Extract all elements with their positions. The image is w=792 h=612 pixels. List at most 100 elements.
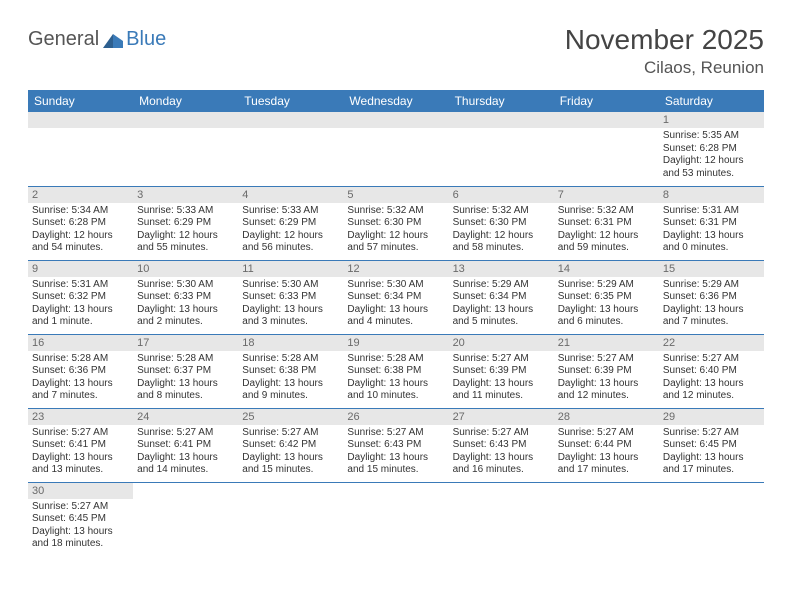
info-line: Sunrise: 5:27 AM: [558, 353, 655, 366]
info-line: Sunset: 6:41 PM: [137, 439, 234, 452]
info-line: Sunset: 6:31 PM: [663, 217, 760, 230]
info-line: Daylight: 13 hours: [32, 452, 129, 465]
info-line: and 17 minutes.: [558, 464, 655, 477]
calendar-cell: 16Sunrise: 5:28 AMSunset: 6:36 PMDayligh…: [28, 334, 133, 408]
info-line: Sunset: 6:44 PM: [558, 439, 655, 452]
calendar-row: 30Sunrise: 5:27 AMSunset: 6:45 PMDayligh…: [28, 482, 764, 556]
day-info: Sunrise: 5:27 AMSunset: 6:43 PMDaylight:…: [449, 425, 554, 477]
info-line: Sunset: 6:39 PM: [453, 365, 550, 378]
info-line: Sunset: 6:33 PM: [242, 291, 339, 304]
calendar-cell: 5Sunrise: 5:32 AMSunset: 6:30 PMDaylight…: [343, 186, 448, 260]
info-line: Sunrise: 5:27 AM: [347, 427, 444, 440]
day-info: Sunrise: 5:27 AMSunset: 6:44 PMDaylight:…: [554, 425, 659, 477]
info-line: and 15 minutes.: [242, 464, 339, 477]
info-line: Sunrise: 5:27 AM: [453, 427, 550, 440]
empty-day-header: [238, 112, 343, 128]
day-info: Sunrise: 5:27 AMSunset: 6:40 PMDaylight:…: [659, 351, 764, 403]
day-info: Sunrise: 5:27 AMSunset: 6:41 PMDaylight:…: [28, 425, 133, 477]
day-number: 6: [449, 187, 554, 203]
empty-day-header: [449, 112, 554, 128]
info-line: Daylight: 12 hours: [347, 230, 444, 243]
info-line: and 13 minutes.: [32, 464, 129, 477]
info-line: Daylight: 13 hours: [137, 378, 234, 391]
day-number: 1: [659, 112, 764, 128]
day-number: 9: [28, 261, 133, 277]
day-number: 7: [554, 187, 659, 203]
info-line: Sunrise: 5:35 AM: [663, 130, 760, 143]
day-info: Sunrise: 5:29 AMSunset: 6:34 PMDaylight:…: [449, 277, 554, 329]
page: General Blue November 2025 Cilaos, Reuni…: [0, 0, 792, 580]
day-info: Sunrise: 5:32 AMSunset: 6:31 PMDaylight:…: [554, 203, 659, 255]
day-number: 3: [133, 187, 238, 203]
calendar-cell: 29Sunrise: 5:27 AMSunset: 6:45 PMDayligh…: [659, 408, 764, 482]
info-line: Sunset: 6:30 PM: [347, 217, 444, 230]
info-line: Sunset: 6:45 PM: [32, 513, 129, 526]
info-line: and 17 minutes.: [663, 464, 760, 477]
calendar-row: 9Sunrise: 5:31 AMSunset: 6:32 PMDaylight…: [28, 260, 764, 334]
day-info: Sunrise: 5:32 AMSunset: 6:30 PMDaylight:…: [449, 203, 554, 255]
info-line: and 59 minutes.: [558, 242, 655, 255]
info-line: Daylight: 13 hours: [558, 304, 655, 317]
day-info: Sunrise: 5:27 AMSunset: 6:45 PMDaylight:…: [659, 425, 764, 477]
info-line: Sunrise: 5:29 AM: [663, 279, 760, 292]
calendar-cell: [238, 112, 343, 186]
info-line: and 4 minutes.: [347, 316, 444, 329]
info-line: Daylight: 13 hours: [453, 378, 550, 391]
calendar-cell: 25Sunrise: 5:27 AMSunset: 6:42 PMDayligh…: [238, 408, 343, 482]
day-number: 19: [343, 335, 448, 351]
empty-day-header: [133, 112, 238, 128]
info-line: and 6 minutes.: [558, 316, 655, 329]
info-line: Sunrise: 5:29 AM: [558, 279, 655, 292]
weekday-header: Wednesday: [343, 90, 448, 112]
day-number: 29: [659, 409, 764, 425]
info-line: and 11 minutes.: [453, 390, 550, 403]
day-number: 23: [28, 409, 133, 425]
info-line: Sunrise: 5:27 AM: [663, 427, 760, 440]
calendar-cell: 15Sunrise: 5:29 AMSunset: 6:36 PMDayligh…: [659, 260, 764, 334]
day-info: Sunrise: 5:29 AMSunset: 6:36 PMDaylight:…: [659, 277, 764, 329]
info-line: and 0 minutes.: [663, 242, 760, 255]
day-number: 10: [133, 261, 238, 277]
calendar-cell: 2Sunrise: 5:34 AMSunset: 6:28 PMDaylight…: [28, 186, 133, 260]
calendar-cell: 17Sunrise: 5:28 AMSunset: 6:37 PMDayligh…: [133, 334, 238, 408]
day-info: Sunrise: 5:33 AMSunset: 6:29 PMDaylight:…: [133, 203, 238, 255]
calendar-cell: 7Sunrise: 5:32 AMSunset: 6:31 PMDaylight…: [554, 186, 659, 260]
weekday-header-row: SundayMondayTuesdayWednesdayThursdayFrid…: [28, 90, 764, 112]
info-line: and 15 minutes.: [347, 464, 444, 477]
info-line: Sunset: 6:28 PM: [663, 143, 760, 156]
info-line: Sunrise: 5:32 AM: [558, 205, 655, 218]
info-line: Daylight: 12 hours: [137, 230, 234, 243]
day-info: Sunrise: 5:30 AMSunset: 6:33 PMDaylight:…: [238, 277, 343, 329]
info-line: and 54 minutes.: [32, 242, 129, 255]
info-line: Daylight: 13 hours: [32, 304, 129, 317]
calendar-cell: 27Sunrise: 5:27 AMSunset: 6:43 PMDayligh…: [449, 408, 554, 482]
day-info: Sunrise: 5:35 AMSunset: 6:28 PMDaylight:…: [659, 128, 764, 180]
calendar-cell: [659, 482, 764, 556]
calendar-cell: 30Sunrise: 5:27 AMSunset: 6:45 PMDayligh…: [28, 482, 133, 556]
day-number: 12: [343, 261, 448, 277]
info-line: Sunset: 6:36 PM: [32, 365, 129, 378]
info-line: Daylight: 12 hours: [453, 230, 550, 243]
day-number: 22: [659, 335, 764, 351]
day-info: Sunrise: 5:27 AMSunset: 6:42 PMDaylight:…: [238, 425, 343, 477]
calendar-cell: [343, 112, 448, 186]
calendar-cell: 13Sunrise: 5:29 AMSunset: 6:34 PMDayligh…: [449, 260, 554, 334]
info-line: Sunrise: 5:27 AM: [453, 353, 550, 366]
day-number: 17: [133, 335, 238, 351]
calendar-cell: 26Sunrise: 5:27 AMSunset: 6:43 PMDayligh…: [343, 408, 448, 482]
info-line: Daylight: 13 hours: [347, 452, 444, 465]
calendar-cell: 19Sunrise: 5:28 AMSunset: 6:38 PMDayligh…: [343, 334, 448, 408]
info-line: Sunset: 6:39 PM: [558, 365, 655, 378]
day-number: 16: [28, 335, 133, 351]
info-line: and 1 minute.: [32, 316, 129, 329]
info-line: Sunset: 6:28 PM: [32, 217, 129, 230]
header: General Blue November 2025 Cilaos, Reuni…: [28, 24, 764, 78]
empty-day-header: [554, 112, 659, 128]
info-line: Sunrise: 5:30 AM: [137, 279, 234, 292]
title-block: November 2025 Cilaos, Reunion: [565, 24, 764, 78]
calendar-cell: 23Sunrise: 5:27 AMSunset: 6:41 PMDayligh…: [28, 408, 133, 482]
info-line: and 7 minutes.: [32, 390, 129, 403]
info-line: Sunrise: 5:30 AM: [347, 279, 444, 292]
info-line: and 8 minutes.: [137, 390, 234, 403]
day-number: 26: [343, 409, 448, 425]
